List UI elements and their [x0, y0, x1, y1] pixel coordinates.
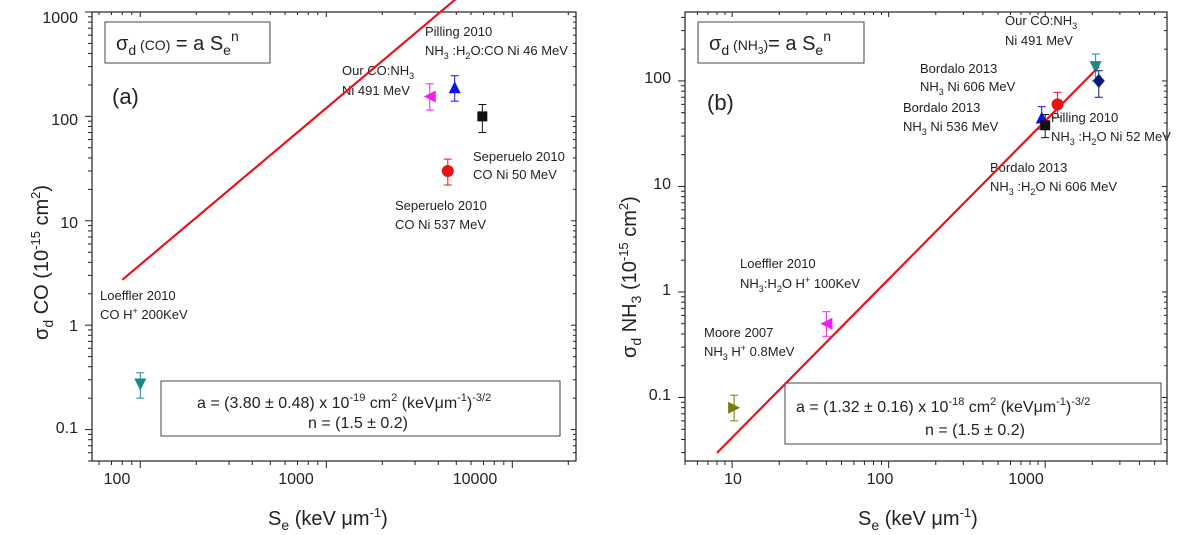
panel-b-frame — [684, 11, 1168, 462]
a-fit-line1: a = (3.80 ± 0.48) x 10-19 cm2 (keVμm-1)-… — [197, 392, 491, 412]
a-annot-pilling: Pilling 2010 — [425, 24, 492, 39]
b-annot-loeffler: Loeffler 2010 — [740, 256, 816, 271]
b-annot-loeffler-sub: NH3:H2O H+ 100KeV — [740, 275, 860, 294]
a-annot-seperuelo537: Seperuelo 2010 — [395, 198, 487, 213]
a-xtick-label: 10000 — [453, 471, 498, 488]
b-fit-box — [784, 382, 1162, 445]
b-point-diamond — [1092, 73, 1105, 88]
b-point-square — [1040, 120, 1051, 131]
b-ytick-label: 10 — [653, 176, 671, 193]
b-point-circle — [1051, 98, 1064, 111]
a-point-triangle-up — [448, 81, 461, 94]
b-y-axis-title: σd NH3 (10-15 cm2) — [616, 196, 644, 358]
a-fit-line — [121, 0, 457, 281]
a-annot-seperuelo537-sub: CO Ni 537 MeV — [395, 217, 486, 232]
b-xtick-label: 10 — [724, 471, 742, 488]
b-annot-bordalo-h2o: Bordalo 2013 — [990, 160, 1067, 175]
b-point-triangle-right — [728, 401, 741, 414]
a-fit-line2: n = (1.5 ± 0.2) — [308, 415, 408, 432]
b-annot-moore-sub: NH3 H+ 0.8MeV — [704, 343, 795, 362]
b-xtick-label: 100 — [867, 471, 894, 488]
b-annot-bordalo606-sub: NH3 Ni 606 MeV — [920, 79, 1016, 97]
a-fit-box — [160, 380, 561, 437]
a-annot-loeffler-sub: CO H+ 200KeV — [100, 306, 188, 322]
a-point-triangle-left — [423, 90, 436, 103]
a-point-triangle-down — [134, 378, 147, 391]
b-annot-bordalo-h2o-sub: NH3 :H2O Ni 606 MeV — [990, 179, 1117, 197]
b-annot-bordalo536-sub: NH3 Ni 536 MeV — [903, 119, 999, 137]
a-point-square — [477, 111, 488, 122]
a-panel-label: (a) — [112, 84, 139, 109]
b-ytick-label: 0.1 — [649, 387, 671, 404]
b-annot-pilling: Pilling 2010 — [1051, 110, 1118, 125]
a-annot-our-sub: Ni 491 MeV — [342, 83, 410, 98]
a-ytick-label: 100 — [51, 112, 78, 129]
panel-a-ticks — [85, 11, 576, 468]
b-annot-bordalo606: Bordalo 2013 — [920, 61, 997, 76]
b-point-triangle-down — [1089, 61, 1102, 74]
b-point-triangle-left — [820, 317, 833, 330]
b-formula-text: σd (NH3)= a Sen — [709, 28, 831, 58]
a-annot-our: Our CO:NH3 — [342, 63, 414, 81]
a-ytick-label: 0.1 — [56, 420, 78, 437]
b-xtick-label: 1000 — [1008, 471, 1044, 488]
a-xtick-label: 100 — [104, 471, 131, 488]
b-formula-box — [697, 21, 865, 64]
b-ytick-label: 100 — [644, 70, 671, 87]
panel-a-marks — [121, 0, 488, 399]
b-panel-label: (b) — [707, 90, 734, 115]
b-annot-our-sub: Ni 491 MeV — [1005, 33, 1073, 48]
b-fit-line2: n = (1.5 ± 0.2) — [925, 422, 1025, 439]
b-annot-bordalo536: Bordalo 2013 — [903, 100, 980, 115]
b-annot-moore: Moore 2007 — [704, 325, 773, 340]
panel-b: 10 100 1000 0.1 1 10 100 Se (keV μm-1) σ… — [616, 11, 1171, 533]
a-annot-seperuelo50-sub: CO Ni 50 MeV — [473, 167, 557, 182]
a-annot-seperuelo50: Seperuelo 2010 — [473, 149, 565, 164]
a-ytick-label: 1000 — [42, 10, 78, 27]
a-xtick-label: 1000 — [278, 471, 314, 488]
b-ytick-label: 1 — [662, 282, 671, 299]
a-y-axis-title: σd CO (10-15 cm2) — [28, 185, 56, 340]
b-annot-pilling-sub: NH3 :H2O Ni 52 MeV — [1051, 129, 1171, 147]
panel-b-ticks — [678, 12, 1168, 468]
b-annot-our: Our CO:NH3 — [1005, 13, 1077, 31]
a-x-axis-title: Se (keV μm-1) — [268, 505, 388, 533]
a-annot-loeffler: Loeffler 2010 — [100, 288, 176, 303]
b-x-axis-title: Se (keV μm-1) — [858, 505, 978, 533]
panel-b-marks — [716, 53, 1105, 454]
panel-a: 100 1000 10000 0.1 1 10 100 1000 Se (keV… — [28, 0, 577, 533]
a-annot-pilling-sub: NH3 :H2O:CO Ni 46 MeV — [425, 43, 568, 61]
b-fit-line1: a = (1.32 ± 0.16) x 10-18 cm2 (keVμm-1)-… — [796, 396, 1090, 416]
a-point-circle — [441, 164, 454, 177]
a-ytick-label: 1 — [69, 318, 78, 335]
a-ytick-label: 10 — [60, 215, 78, 232]
a-formula-box — [104, 21, 271, 64]
b-fit-line — [716, 65, 1100, 454]
